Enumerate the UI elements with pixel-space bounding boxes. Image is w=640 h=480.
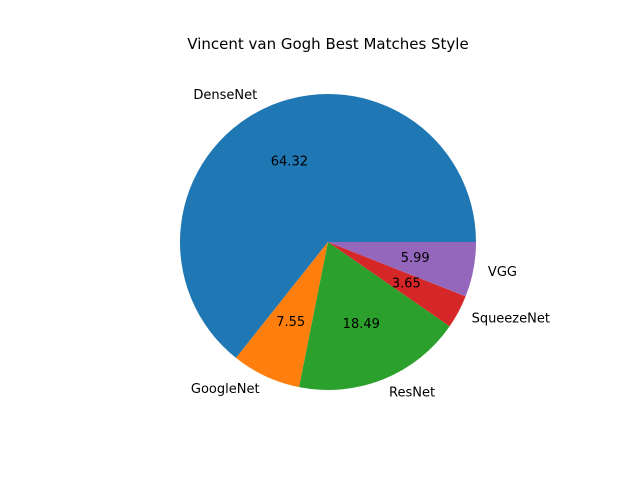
slice-value-squeezenet: 3.65	[392, 276, 421, 291]
slice-value-resnet: 18.49	[343, 317, 380, 332]
slice-label-googlenet: GoogleNet	[191, 382, 260, 397]
slice-label-squeezenet: SqueezeNet	[472, 311, 550, 326]
slice-value-labels: 64.32 7.55 18.49 3.65 5.99	[271, 155, 430, 332]
pie-slices	[180, 93, 476, 391]
slice-value-googlenet: 7.55	[276, 315, 305, 330]
slice-label-resnet: ResNet	[389, 385, 435, 400]
pie-slice-googlenet	[235, 242, 328, 388]
pie-slice-densenet	[180, 93, 476, 358]
slice-label-densenet: DenseNet	[193, 88, 257, 103]
chart-title: Vincent van Gogh Best Matches Style	[187, 35, 468, 53]
slice-value-densenet: 64.32	[271, 155, 308, 170]
slice-label-vgg: VGG	[488, 265, 517, 280]
slice-value-vgg: 5.99	[401, 251, 430, 266]
pie-slice-resnet	[299, 242, 450, 391]
pie-slice-squeezenet	[328, 242, 466, 327]
pie-slice-vgg	[328, 242, 476, 297]
slice-labels: DenseNet GoogleNet ResNet SqueezeNet VGG	[191, 88, 550, 401]
